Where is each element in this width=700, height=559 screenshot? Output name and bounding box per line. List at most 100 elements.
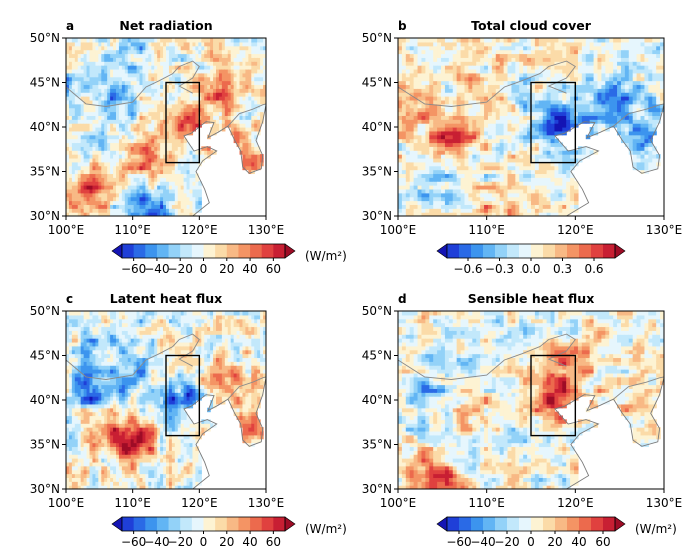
field-cell — [597, 61, 603, 66]
field-cell — [133, 88, 138, 93]
field-cell — [405, 173, 411, 178]
field-cell — [491, 119, 497, 124]
field-cell — [515, 45, 520, 51]
field-cell — [441, 92, 446, 97]
field-cell — [437, 96, 442, 101]
field-cell — [503, 92, 509, 97]
field-cell — [476, 181, 481, 186]
field-cell — [83, 192, 88, 198]
field-cell — [417, 103, 423, 109]
field-cell — [398, 61, 403, 66]
field-cell — [495, 111, 501, 116]
field-cell — [417, 142, 423, 147]
field-cell — [83, 196, 88, 202]
field-cell — [98, 127, 102, 132]
field-cell — [136, 99, 141, 105]
field-cell — [448, 80, 454, 86]
field-cell — [116, 127, 120, 132]
field-cell — [107, 130, 111, 136]
field-cell — [248, 61, 252, 66]
field-cell — [421, 185, 426, 190]
field-cell — [236, 130, 241, 136]
field-cell — [83, 177, 88, 182]
field-cell — [127, 146, 132, 151]
field-cell — [183, 157, 188, 163]
field-cell — [570, 88, 575, 93]
field-cell — [83, 68, 88, 74]
field-cell — [71, 177, 76, 182]
field-cell — [421, 181, 426, 186]
field-cell — [124, 161, 129, 167]
field-cell — [538, 115, 544, 120]
field-cell — [425, 119, 430, 124]
field-cell — [417, 61, 423, 66]
field-cell — [74, 146, 79, 151]
field-cell — [210, 80, 214, 86]
field-cell — [95, 154, 99, 159]
field-cell — [124, 208, 129, 213]
field-cell — [507, 154, 513, 159]
field-cell — [468, 212, 473, 216]
field-cell — [484, 96, 489, 101]
field-cell — [476, 103, 481, 109]
field-cell — [534, 157, 540, 163]
field-cell — [148, 185, 152, 190]
field-cell — [429, 192, 434, 198]
field-cell — [142, 150, 147, 155]
field-cell — [515, 107, 520, 113]
field-cell — [251, 38, 255, 43]
field-cell — [487, 115, 493, 120]
field-cell — [523, 115, 528, 120]
field-cell — [398, 204, 403, 209]
field-cell — [413, 68, 419, 74]
field-cell — [523, 146, 528, 151]
field-cell — [401, 161, 407, 167]
field-cell — [121, 173, 126, 178]
field-cell — [230, 49, 235, 55]
field-cell — [207, 99, 211, 105]
field-cell — [425, 76, 430, 82]
field-cell — [472, 84, 477, 89]
field-cell — [136, 49, 141, 55]
field-cell — [468, 57, 473, 62]
field-cell — [464, 76, 470, 82]
field-cell — [157, 96, 161, 101]
field-cell — [444, 115, 450, 120]
field-cell — [92, 185, 97, 190]
field-cell — [183, 115, 188, 120]
field-cell — [421, 107, 426, 113]
field-cell — [405, 65, 411, 70]
field-cell — [585, 111, 591, 116]
field-cell — [130, 196, 135, 202]
field-cell — [239, 127, 244, 132]
field-cell — [421, 161, 426, 167]
field-cell — [124, 49, 129, 55]
field-cell — [581, 146, 587, 151]
field-cell — [95, 57, 99, 62]
field-cell — [491, 115, 497, 120]
field-cell — [425, 92, 430, 97]
field-cell — [118, 181, 123, 186]
field-cell — [133, 127, 138, 132]
field-cell — [472, 119, 477, 124]
field-cell — [531, 41, 536, 47]
field-cell — [183, 181, 188, 186]
field-cell — [180, 57, 185, 62]
field-cell — [515, 188, 520, 194]
field-cell — [233, 99, 238, 105]
field-cell — [216, 45, 220, 51]
field-cell — [110, 92, 114, 97]
field-cell — [570, 154, 575, 159]
field-cell — [83, 76, 88, 82]
field-cell — [145, 107, 149, 113]
field-cell — [534, 169, 540, 175]
field-cell — [495, 177, 501, 182]
field-cell — [417, 68, 423, 74]
field-cell — [425, 84, 430, 89]
field-cell — [260, 107, 264, 113]
field-cell — [503, 169, 509, 175]
field-cell — [133, 53, 138, 58]
field-cell — [480, 157, 485, 163]
field-cell — [519, 212, 524, 216]
field-cell — [538, 142, 544, 147]
